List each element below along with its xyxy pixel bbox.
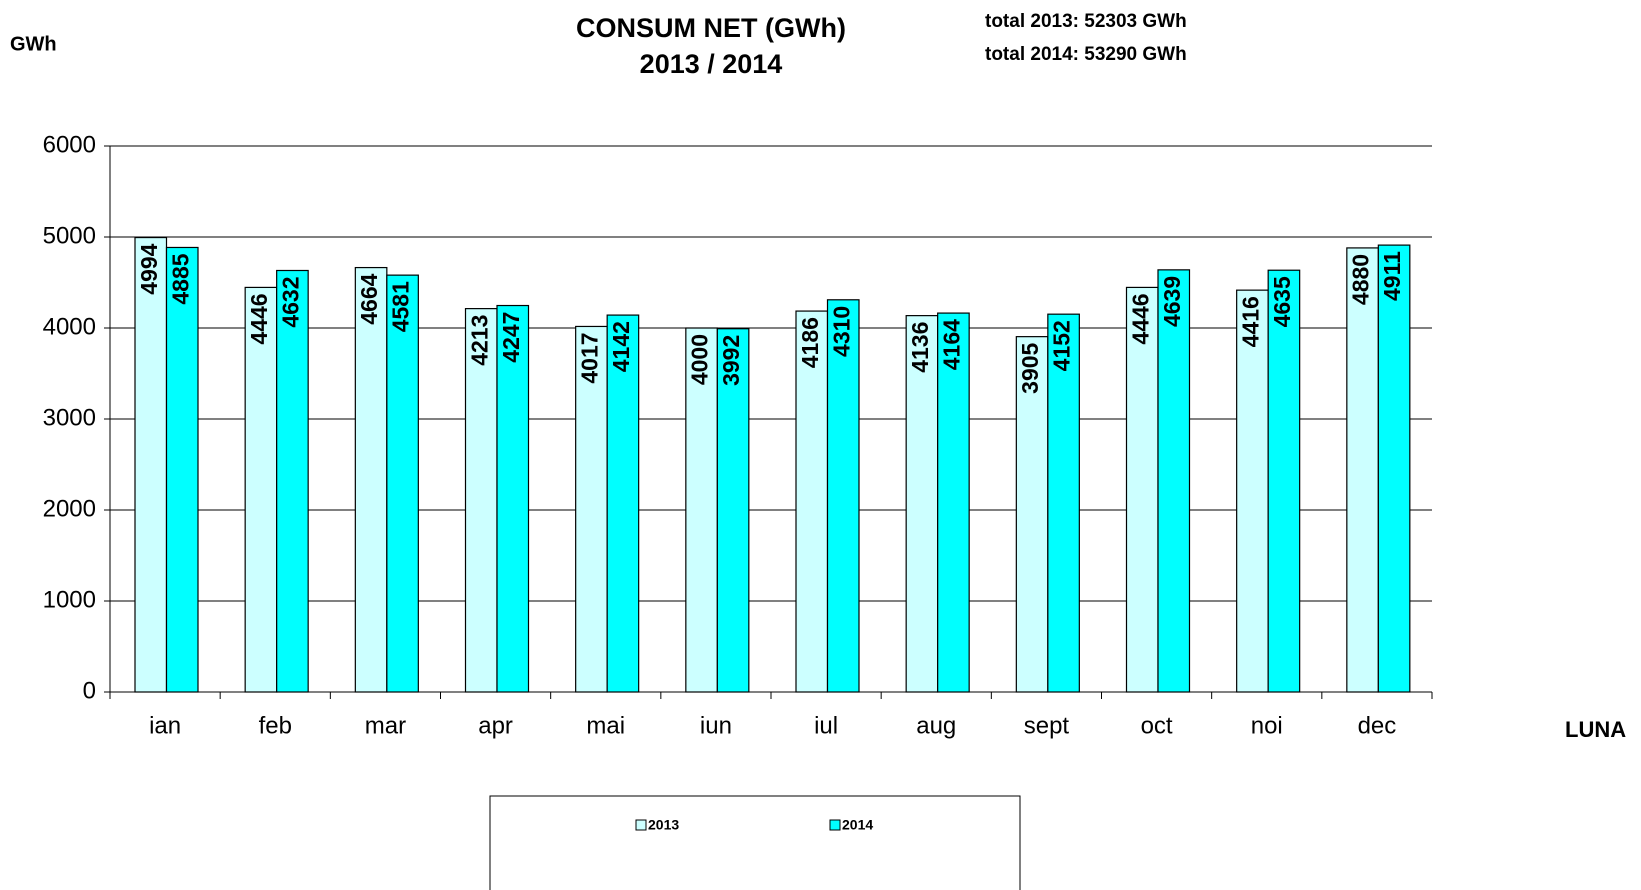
annotation: total 2013: 52303 GWh: [985, 11, 1187, 32]
x-tick-label: ian: [149, 712, 181, 739]
data-label: 3992: [718, 335, 744, 386]
data-label: 4310: [828, 306, 854, 357]
annotation: total 2014: 53290 GWh: [985, 44, 1187, 65]
data-label: 4017: [576, 332, 602, 383]
chart-subtitle: 2013 / 2014: [640, 49, 783, 79]
data-label: 4213: [466, 315, 492, 366]
data-label: 4247: [498, 312, 524, 363]
bar: [1157, 269, 1191, 693]
x-tick-label: iul: [814, 712, 838, 739]
data-label: 4142: [608, 321, 634, 372]
bar: [795, 310, 829, 693]
bar: [496, 304, 530, 693]
bar: [1346, 247, 1379, 693]
y-tick-label: 0: [83, 677, 96, 704]
data-label: 3905: [1017, 342, 1043, 393]
x-tick-label: sept: [1024, 712, 1070, 739]
y-tick-label: 6000: [43, 131, 96, 158]
y-axis-label: GWh: [10, 33, 57, 55]
data-label: 4164: [938, 319, 964, 370]
chart-title: CONSUM NET (GWh): [576, 13, 846, 43]
bar: [905, 315, 939, 693]
legend-label: 2014: [842, 817, 873, 833]
data-label: 4664: [356, 273, 382, 324]
data-label: 4911: [1379, 251, 1405, 301]
bar: [685, 327, 718, 693]
bar: [354, 266, 388, 693]
legend-swatch: [635, 819, 647, 831]
data-label: 4632: [277, 276, 303, 327]
data-label: 4885: [167, 253, 193, 304]
y-tick-label: 5000: [43, 222, 96, 249]
bar: [575, 325, 608, 693]
data-label: 4416: [1237, 296, 1263, 347]
bar: [826, 299, 860, 693]
legend-swatch: [829, 819, 841, 831]
bar: [716, 328, 750, 693]
x-tick-label: dec: [1358, 712, 1397, 739]
data-label: 4446: [1127, 293, 1153, 344]
data-label: 4639: [1159, 276, 1185, 327]
legend-label: 2013: [648, 817, 679, 833]
bar: [1267, 269, 1301, 693]
legend-box: [489, 795, 1021, 890]
bar: [1236, 289, 1269, 693]
x-tick-label: aug: [916, 712, 956, 739]
bar: [1125, 286, 1159, 693]
bar: [937, 312, 970, 693]
bar: [1377, 244, 1411, 693]
bar: [276, 269, 309, 693]
y-tick-label: 1000: [43, 586, 96, 613]
data-label: 4581: [388, 281, 414, 332]
x-tick-label: mar: [365, 712, 406, 739]
bar: [244, 286, 278, 693]
x-axis-label: LUNA: [1565, 717, 1626, 742]
x-tick-label: noi: [1251, 712, 1283, 739]
bar: [606, 314, 640, 693]
x-tick-label: feb: [259, 712, 292, 739]
data-label: 4136: [907, 322, 933, 373]
x-tick-label: oct: [1141, 712, 1173, 739]
bar: [134, 236, 168, 693]
x-tick-label: iun: [700, 712, 732, 739]
y-tick-label: 3000: [43, 404, 96, 431]
y-tick-label: 4000: [43, 313, 96, 340]
bar: [386, 274, 419, 693]
bar: [1015, 336, 1049, 693]
y-tick-label: 2000: [43, 495, 96, 522]
x-tick-label: apr: [478, 712, 513, 739]
data-label: 4446: [246, 293, 272, 344]
data-label: 4994: [136, 243, 162, 294]
data-label: 4635: [1269, 276, 1295, 327]
bar: [165, 246, 199, 693]
data-label: 4000: [687, 334, 713, 385]
x-tick-label: mai: [586, 712, 625, 739]
data-label: 4152: [1049, 320, 1075, 371]
data-label: 4880: [1348, 254, 1374, 305]
data-label: 4186: [797, 317, 823, 368]
bar: [1047, 313, 1080, 693]
